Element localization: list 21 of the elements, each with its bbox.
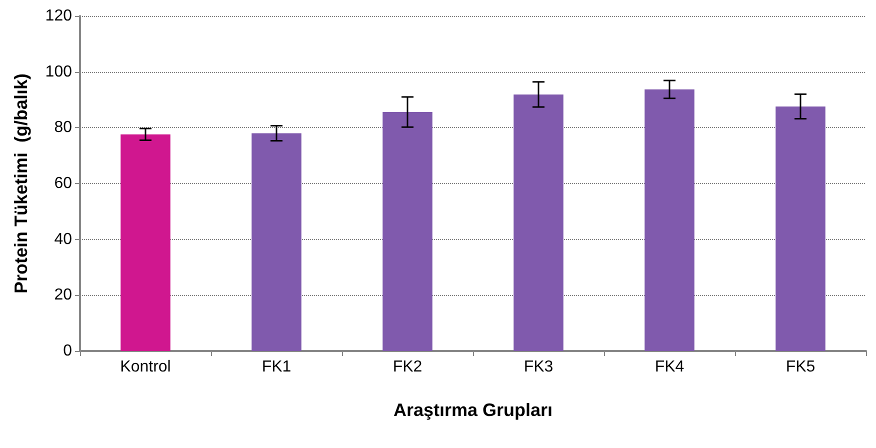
y-axis-title: Protein Tüketimi (g/balık) xyxy=(11,73,31,294)
y-tick-label: 0 xyxy=(63,342,72,360)
y-tick-label: 120 xyxy=(45,8,72,24)
x-tick-label: FK4 xyxy=(654,358,684,376)
y-tick-label: 40 xyxy=(54,230,72,248)
y-tick-label: 80 xyxy=(54,119,72,136)
y-tick-label: 60 xyxy=(54,175,72,192)
bar xyxy=(120,134,170,351)
bar xyxy=(382,112,432,351)
x-tick-label: FK3 xyxy=(524,358,554,376)
bar xyxy=(644,89,694,351)
y-tick-label: 20 xyxy=(54,286,72,304)
x-axis-title: Araştırma Grupları xyxy=(393,400,553,420)
x-tick-label: FK5 xyxy=(786,358,816,376)
bar xyxy=(776,106,826,351)
bar xyxy=(252,133,302,351)
x-tick-label: FK1 xyxy=(262,358,292,376)
x-tick-label: FK2 xyxy=(392,358,422,376)
bar xyxy=(514,94,564,351)
y-tick-label: 100 xyxy=(45,63,72,80)
x-tick-label: Kontrol xyxy=(120,358,171,376)
